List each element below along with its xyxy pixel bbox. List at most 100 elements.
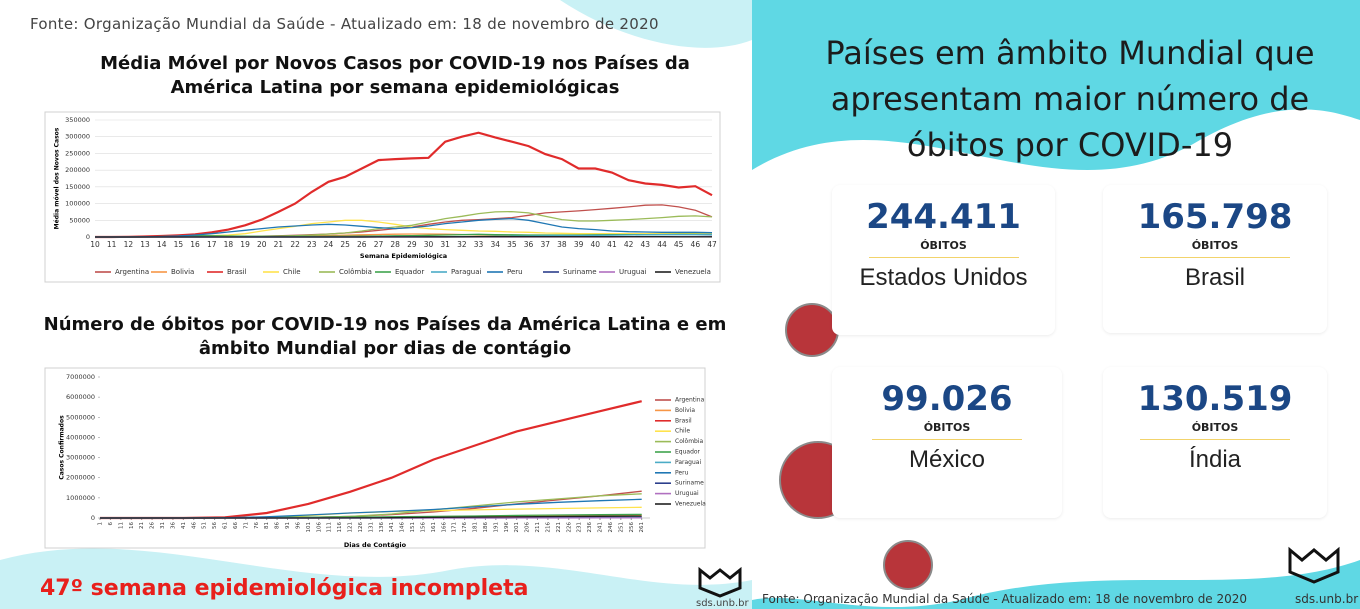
legend-label: Suriname [675,480,704,487]
y-tick-label: 1000000 [66,494,95,502]
y-tick-label: 50000 [69,216,90,224]
x-tick-label: 151 [410,522,416,533]
card-label: ÓBITOS [1103,421,1327,434]
x-tick-label: 211 [535,522,541,533]
death-count: 130.519 [1103,379,1327,419]
legend-label: Peru [675,469,689,476]
x-tick-label: 156 [420,522,426,533]
x-tick-label: 71 [243,522,249,529]
x-tick-label: 166 [441,522,447,533]
x-tick-label: 241 [598,522,604,533]
legend-label: Venezuela [675,268,711,276]
card-label: ÓBITOS [1103,239,1327,252]
x-tick-label: 41 [607,240,617,249]
x-tick-label: 36 [524,240,534,249]
x-tick-label: 32 [457,240,467,249]
y-tick-label: 100000 [65,200,90,208]
card: 244.411ÓBITOSEstados Unidos [832,185,1055,335]
x-tick-label: 12 [124,240,134,249]
x-tick-label: 20 [257,240,267,249]
y-tick-label: 5000000 [66,413,95,421]
x-tick-label: 31 [160,522,166,529]
legend-label: Peru [507,268,523,276]
x-tick-label: 46 [191,522,197,529]
y-axis-label: Média móvel dos Novos Casos [54,127,61,229]
x-tick-label: 22 [290,240,300,249]
x-tick-label: 36 [170,522,176,529]
x-tick-label: 1 [98,522,104,526]
x-tick-label: 18 [224,240,234,249]
x-tick-label: 39 [574,240,584,249]
divider [1140,439,1290,440]
legend-label: Bolivia [171,268,194,276]
x-tick-label: 196 [504,522,510,533]
x-tick-label: 6 [108,522,114,526]
card-label: ÓBITOS [832,421,1062,434]
y-tick-label: 7000000 [66,373,95,381]
death-count: 99.026 [832,379,1062,419]
x-tick-label: 76 [254,522,260,529]
x-tick-label: 41 [181,522,187,529]
x-tick-label: 11 [107,240,117,249]
x-tick-label: 33 [474,240,484,249]
x-tick-label: 13 [140,240,150,249]
x-tick-label: 61 [223,522,229,529]
y-axis-label: Casos Confirmados [59,415,66,480]
x-tick-label: 91 [285,522,291,529]
x-tick-label: 111 [327,522,333,533]
legend-label: Uruguai [675,490,699,497]
x-tick-label: 35 [507,240,517,249]
legend-label: Argentina [115,268,149,276]
x-tick-label: 236 [587,522,593,533]
x-tick-label: 251 [618,522,624,533]
x-tick-label: 216 [545,522,551,533]
x-tick-label: 136 [379,522,385,533]
death-count: 244.411 [832,197,1055,237]
x-tick-label: 16 [129,522,135,529]
x-tick-label: 16 [190,240,200,249]
legend-label: Uruguai [619,268,647,276]
x-tick-label: 191 [493,522,499,533]
legend-label: Chile [283,268,301,276]
x-tick-label: 171 [452,522,458,533]
x-tick-label: 221 [556,522,562,533]
y-tick-label: 350000 [65,116,90,124]
x-tick-label: 11 [118,522,124,529]
legend-label: Argentina [675,397,705,404]
legend-label: Venezuela [675,501,706,508]
x-tick-label: 181 [473,522,479,533]
x-tick-label: 17 [207,240,217,249]
x-tick-label: 44 [657,240,667,249]
divider [872,439,1022,440]
x-tick-label: 24 [324,240,334,249]
x-tick-label: 45 [674,240,684,249]
site: sds.unb.br [1295,592,1358,606]
x-tick-label: 31 [440,240,450,249]
legend-label: Paraguai [451,268,482,276]
x-tick-label: 42 [624,240,634,249]
death-count: 165.798 [1103,197,1327,237]
x-tick-label: 19 [240,240,250,249]
divider [869,257,1019,258]
x-tick-label: 206 [525,522,531,533]
blob [752,109,1360,607]
x-tick-label: 21 [274,240,284,249]
y-tick-label: 0 [86,233,90,241]
x-tick-label: 40 [590,240,600,249]
legend-label: Colômbia [675,438,704,445]
x-tick-label: 116 [337,522,343,533]
y-tick-label: 2000000 [66,474,95,482]
x-tick-label: 66 [233,522,239,529]
x-tick-label: 21 [139,522,145,529]
legend-label: Chile [675,428,690,435]
country: México [832,446,1062,474]
x-tick-label: 101 [306,522,312,533]
divider [1140,257,1290,258]
legend-label: Paraguai [675,459,701,466]
legend-label: Brasil [675,417,692,424]
x-tick-label: 226 [566,522,572,533]
page: Fonte: Organização Mundial da Saúde - At… [0,0,1360,609]
card: 99.026 ÓBITOS México [832,367,1062,518]
